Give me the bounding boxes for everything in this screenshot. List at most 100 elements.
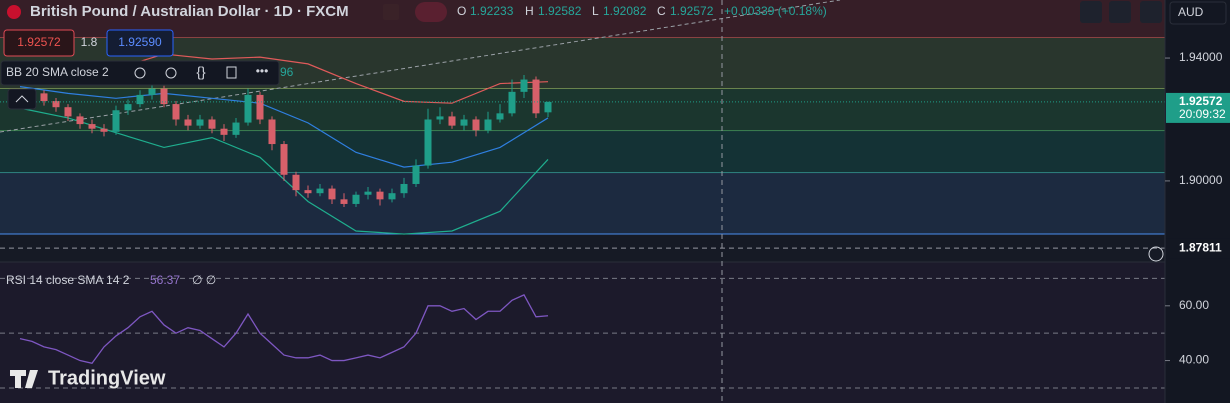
candle-body [112,110,120,132]
trend-line [0,0,841,133]
candle-body [280,144,288,175]
candle-body [508,91,516,114]
candle-body [364,191,372,195]
candle-body [328,188,336,200]
last-price-label: 1.92572 [1179,94,1223,108]
high-value: 1.92582 [538,4,582,18]
settings-icon[interactable] [165,67,177,79]
zone [0,88,1165,131]
buy-price: 1.92590 [118,35,162,49]
collapse-icon [15,95,29,103]
rsi-line [19,294,549,365]
source-icon[interactable]: {} [196,64,206,80]
symbol-title: British Pound / Australian Dollar · 1D ·… [30,3,349,20]
price-tick-label: 1.94000 [1179,50,1223,64]
candle-body [460,119,468,126]
rsi-legend: RSI 14 close SMA 14 2 [6,273,130,287]
eye-icon[interactable] [134,67,146,79]
down-button[interactable] [1080,1,1102,23]
more-icon[interactable]: ••• [256,64,269,78]
delete-icon[interactable] [226,66,237,79]
candle-body [172,104,180,120]
o-label: O [457,4,466,18]
zone [0,172,1165,235]
rsi-pane [0,262,1165,403]
candle-body [544,101,552,113]
candle-body [40,93,48,102]
bb-line [19,86,549,168]
candle-body [244,94,252,123]
candle-body [424,119,432,166]
spread: 1.8 [81,35,98,49]
currency: AUD [1178,5,1204,19]
logo-icon [10,370,38,388]
candle-body [220,128,228,135]
indicator-badge[interactable] [415,2,447,22]
candle-body [436,116,444,120]
c-label: C [657,4,666,18]
candle-body [232,122,240,135]
candle-body [412,165,420,184]
candle-body [448,116,456,126]
candle-body [76,116,84,125]
candle-body [496,113,504,120]
close-value: 1.92572 [670,4,714,18]
candle-body [400,183,408,194]
zone [0,130,1165,173]
candle-body [88,124,96,129]
sell-button[interactable] [3,29,75,57]
collapse-button[interactable] [7,88,37,110]
rsi-extra: ∅ ∅ [192,273,216,287]
rsi-tick-label: 60.00 [1179,298,1209,312]
low-value: 1.92082 [603,4,647,18]
logo: TradingView [48,367,166,389]
bb-value: 96 [280,65,294,79]
flag-button[interactable] [383,4,399,20]
candle-body [64,107,72,117]
compress-button[interactable] [1109,1,1131,23]
add-icon[interactable] [1148,246,1164,262]
candle-body [124,104,132,111]
candle-body [148,88,156,95]
candle-body [532,79,540,114]
bb-legend: BB 20 SMA close 2 [6,65,109,79]
last-price-box [1166,92,1230,123]
currency-button[interactable] [1169,1,1227,25]
crosshair-label: 1.87811 [1179,240,1222,254]
bb-legend-box [0,60,280,86]
fullscreen-button[interactable] [1140,1,1162,23]
rsi-tick-label: 40.00 [1179,353,1209,367]
zones [0,0,1165,235]
candle-body [316,188,324,194]
candle-body [136,94,144,105]
candle-body [484,119,492,131]
candle-body [256,94,264,120]
candle-body [304,190,312,194]
open-value: 1.92233 [470,4,514,18]
candle-body [340,199,348,204]
candle-body [472,119,480,131]
change-value: +0.00339 (+0.18%) [724,4,827,18]
buy-button[interactable] [106,29,174,57]
candle-body [376,191,384,200]
candle-body [160,88,168,105]
candle-body [52,101,60,108]
countdown: 20:09:32 [1179,107,1226,121]
flag-icon [7,5,21,19]
candle-body [520,79,528,92]
candle-body [208,119,216,129]
candle-body [184,119,192,126]
candle-body [352,194,360,204]
zone [0,0,1165,38]
crosshair-box [1166,238,1230,259]
price-tick-label: 1.90000 [1179,173,1223,187]
candle-body [100,128,108,132]
candle-body [388,193,396,200]
l-label: L [592,4,599,18]
sell-price: 1.92572 [17,35,61,49]
candle-body [292,174,300,191]
rsi-value: 56.37 [150,273,180,287]
